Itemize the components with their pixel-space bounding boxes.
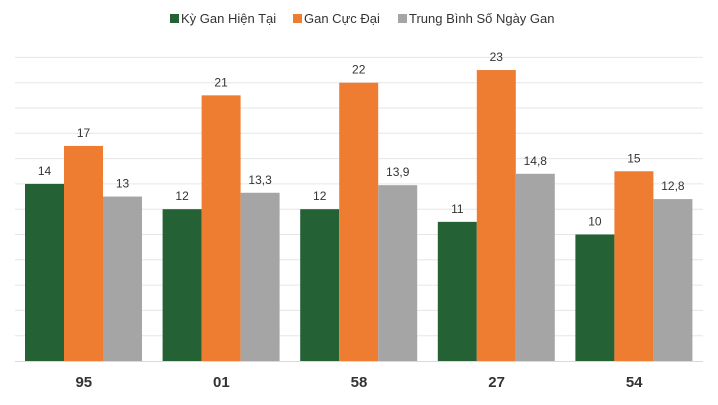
- bar-value-label: 12: [313, 189, 327, 203]
- legend-label: Gan Cực Đại: [304, 11, 380, 26]
- bar-value-label: 12,8: [661, 179, 685, 193]
- bar-value-label: 11: [451, 202, 464, 216]
- bars: [25, 70, 693, 362]
- bar-value-label: 12: [175, 189, 189, 203]
- legend-label: Kỳ Gan Hiện Tại: [181, 11, 276, 26]
- bar-value-label: 10: [588, 215, 602, 229]
- bar-value-label: 17: [77, 126, 91, 140]
- bar: [653, 199, 693, 361]
- bar-value-label: 14,8: [524, 154, 548, 168]
- bar: [103, 196, 142, 361]
- legend-swatch: [398, 14, 407, 23]
- bar-value-label: 22: [352, 63, 366, 77]
- bar: [201, 95, 241, 361]
- bar-value-label: 13,3: [248, 173, 272, 187]
- legend-label: Trung Bình Số Ngày Gan: [409, 11, 555, 26]
- bar: [240, 192, 280, 361]
- bar: [162, 209, 202, 361]
- bar: [614, 171, 654, 361]
- bar: [575, 234, 615, 361]
- bar: [25, 183, 64, 361]
- legend: Kỳ Gan Hiện Tại Gan Cực Đại Trung Bình Số …: [170, 11, 555, 26]
- x-tick-label: 27: [488, 374, 505, 391]
- x-tick-label: 01: [213, 374, 230, 391]
- x-tick-label: 95: [75, 374, 92, 391]
- bar-value-label: 21: [214, 75, 228, 89]
- x-tick-label: 54: [626, 374, 643, 391]
- bar-value-label: 14: [38, 164, 52, 178]
- bar: [378, 185, 418, 361]
- legend-swatch: [293, 14, 302, 23]
- bar: [64, 145, 103, 361]
- bar: [300, 209, 340, 361]
- bar: [437, 221, 477, 361]
- bar-value-label: 15: [627, 151, 641, 165]
- value-labels: 14 17 13 12 21 13,3 12 22 13,9 11 23 14,8 10 15 12,8: [38, 50, 685, 228]
- x-tick-label: 58: [351, 374, 368, 391]
- bar-value-label: 13,9: [386, 165, 410, 179]
- bar: [515, 173, 555, 361]
- category-labels: 95 01 58 27 54: [75, 374, 643, 391]
- bar-value-label: 23: [490, 50, 504, 64]
- legend-swatch: [170, 14, 179, 23]
- bar: [339, 82, 379, 361]
- bar-value-label: 13: [116, 177, 130, 191]
- bar: [476, 70, 516, 362]
